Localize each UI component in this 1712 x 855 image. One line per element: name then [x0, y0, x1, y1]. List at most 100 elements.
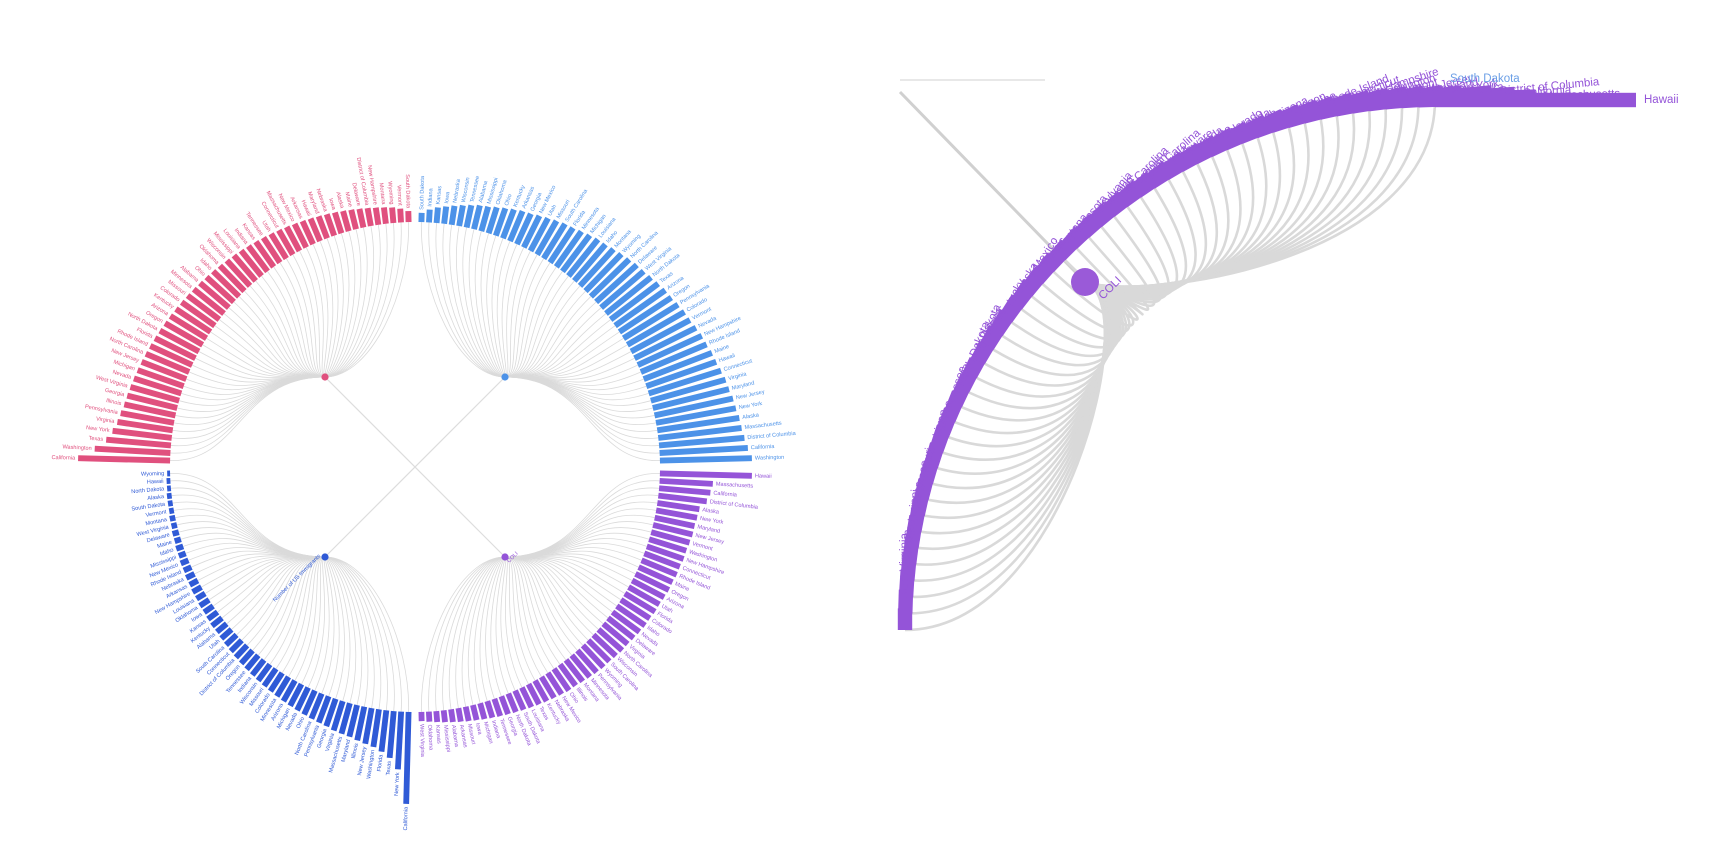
radial-bars — [78, 204, 752, 804]
bar-label-illinois: Illinois — [105, 398, 122, 407]
bar-label-texas: Texas — [386, 760, 393, 775]
bar-montana — [380, 207, 389, 225]
link-curve — [324, 556, 363, 706]
bar-label-vermont: Vermont — [145, 509, 167, 519]
bar-kansas — [433, 207, 441, 224]
bar-oregon — [634, 571, 671, 593]
link-curve — [324, 556, 382, 710]
link-curve — [263, 556, 326, 661]
bar-indiana — [246, 244, 270, 274]
bar-new-mexico — [521, 214, 543, 249]
bar-delaware — [171, 529, 180, 537]
bar-montana — [169, 514, 176, 522]
link-curve — [273, 266, 326, 378]
bar-label-california: California — [403, 806, 410, 831]
zoom-link-curves — [904, 99, 1437, 632]
bar-virginia — [116, 419, 174, 434]
bar-label-district-of-columbia: District of Columbia — [747, 431, 797, 441]
link-curve — [275, 556, 326, 669]
link-curve — [435, 222, 506, 378]
bar-new-hampshire — [191, 584, 203, 595]
bar-oregon — [238, 648, 255, 666]
bar-nevada — [633, 325, 698, 361]
bar-arizona — [613, 287, 667, 329]
bar-south-carolina — [541, 222, 568, 261]
link-curve — [183, 376, 326, 395]
bar-wisconsin — [255, 662, 273, 683]
bar-georgia — [514, 212, 534, 246]
bar-oklahoma — [198, 597, 211, 609]
bar-label-tennessee: Tennessee — [470, 175, 482, 203]
bar-new-hampshire — [645, 543, 685, 562]
link-curve — [504, 290, 586, 378]
bar-wyoming — [389, 207, 397, 224]
bar-washington — [94, 445, 171, 456]
bar-new-hampshire — [636, 333, 704, 368]
link-curve — [504, 254, 538, 378]
radial-overview-panel: South Dakota Indiana Kansas Iowa NebraskaWis… — [51, 157, 797, 831]
zoom-label-california: California — [1522, 84, 1572, 99]
bar-connecticut — [647, 367, 722, 397]
link-curve — [504, 376, 647, 395]
bar-north-carolina — [144, 351, 191, 375]
bar-district-of-columbia — [364, 207, 374, 227]
bar-south-dakota — [167, 500, 174, 507]
bar-label-california: California — [713, 490, 738, 498]
bar-alabama — [471, 204, 483, 230]
link-curve — [324, 231, 356, 378]
bar-iowa — [202, 603, 215, 615]
diagonal-line — [324, 376, 506, 558]
bar-ohio — [551, 667, 572, 693]
hub-label: Number of US Immigrants — [272, 553, 322, 603]
bar-alaska — [656, 500, 700, 513]
bar-south-dakota — [405, 211, 412, 223]
bar-missouri — [534, 219, 560, 257]
link-curve — [324, 556, 402, 712]
bar-new-jersey — [652, 522, 694, 538]
bar-arkansas — [455, 707, 464, 723]
link-curve — [455, 225, 506, 378]
bar-texas — [525, 682, 542, 706]
bar-new-york — [394, 711, 405, 770]
bar-michigan — [477, 702, 488, 720]
bar-indiana — [249, 658, 267, 677]
bar-label-arkansas: Arkansas — [458, 724, 468, 748]
bar-label-nebraska: Nebraska — [452, 178, 462, 203]
bar-label-alaska: Alaska — [702, 507, 720, 516]
bar-label-california: California — [51, 455, 76, 462]
bar-michigan — [287, 682, 305, 708]
link-curve — [504, 376, 657, 425]
bar-label-utah: Utah — [547, 204, 558, 217]
bar-label-wyoming: Wyoming — [386, 181, 394, 205]
bar-new-york — [655, 405, 737, 426]
bar-wyoming — [580, 643, 606, 670]
zoom-label-iowa: Iowa — [921, 447, 938, 474]
bar-nevada — [294, 686, 311, 712]
link-curve — [324, 222, 395, 378]
bar-wyoming — [583, 252, 624, 294]
bar-mississippi — [440, 709, 448, 723]
bar-oregon — [163, 320, 205, 348]
bar-label-washington: Washington — [62, 444, 92, 452]
bar-label-south-dakota: South Dakota — [419, 175, 426, 210]
link-curve — [299, 250, 326, 378]
link-curve — [504, 556, 567, 661]
bar-oklahoma — [485, 206, 500, 235]
link-curve — [223, 313, 326, 378]
bar-oklahoma — [425, 711, 433, 722]
bar-south-dakota — [512, 689, 527, 711]
bar-label-virginia: Virginia — [96, 416, 116, 425]
bar-missouri — [261, 667, 279, 688]
bar-nebraska — [323, 213, 338, 237]
bar-alabama — [448, 708, 456, 723]
link-curve — [324, 556, 357, 704]
link-curve — [261, 275, 326, 378]
link-curve — [324, 556, 345, 699]
bar-label-vermont: Vermont — [395, 185, 402, 207]
bar-label-nevada: Nevada — [112, 369, 133, 381]
bar-virginia — [330, 700, 346, 732]
bar-mississippi — [177, 550, 187, 559]
bar-arizona — [630, 577, 666, 600]
bar-new-mexico — [291, 222, 309, 249]
bar-new-mexico — [545, 671, 564, 696]
